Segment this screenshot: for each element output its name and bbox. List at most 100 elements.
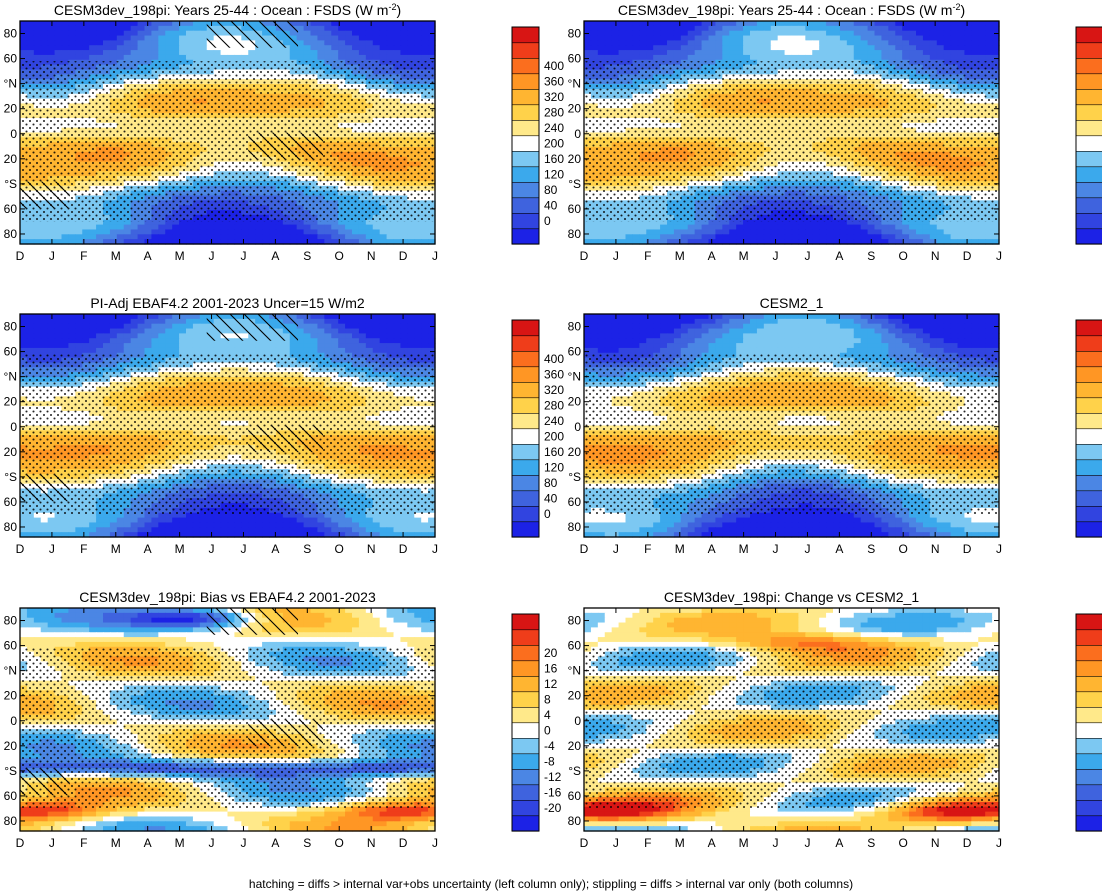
heatmap-cell [116, 224, 125, 231]
heatmap-cell [985, 45, 993, 51]
heatmap-cell [701, 35, 710, 41]
heatmap-cell [282, 239, 291, 245]
heatmap-cell [331, 239, 339, 245]
heatmap-cell [639, 30, 647, 37]
heatmap-cell [289, 224, 298, 231]
heatmap-cell [103, 30, 111, 37]
colorbar-label: 40 [544, 198, 558, 212]
heatmap-cell [61, 234, 70, 240]
heatmap-cell [701, 25, 710, 32]
heatmap-cell [227, 219, 236, 226]
heatmap-cell [750, 54, 758, 61]
heatmap-cell [20, 239, 28, 245]
heatmap-cell [400, 234, 408, 240]
heatmap-cell [386, 45, 395, 51]
heatmap-cell [860, 25, 869, 32]
heatmap-cell [199, 40, 208, 46]
heatmap-cell [172, 234, 180, 240]
heatmap-cell [82, 234, 90, 240]
heatmap-cell [331, 25, 339, 32]
heatmap-cell [317, 40, 325, 46]
heatmap-cell [680, 35, 689, 41]
heatmap-cell [158, 239, 166, 245]
heatmap-cell [985, 35, 993, 41]
heatmap-cell [151, 234, 159, 240]
heatmap-cell [123, 40, 132, 46]
heatmap-cell [729, 25, 737, 32]
heatmap-cell [372, 21, 381, 27]
heatmap-cell [26, 219, 35, 226]
heatmap-cell [715, 35, 723, 41]
heatmap-cell [839, 50, 848, 56]
heatmap-cell [33, 40, 42, 46]
heatmap-cell [812, 25, 820, 32]
heatmap-cell [130, 54, 139, 61]
heatmap-cell [929, 54, 938, 61]
heatmap-cell [130, 45, 139, 51]
heatmap-cell [846, 45, 855, 51]
heatmap-cell [123, 219, 132, 226]
heatmap-cell [296, 219, 305, 226]
heatmap-cell [874, 25, 883, 32]
heatmap-cell [179, 35, 187, 41]
heatmap-cell [597, 40, 606, 46]
heatmap-cell [365, 234, 374, 240]
heatmap-cell [220, 219, 229, 226]
heatmap-cell [936, 30, 945, 37]
heatmap-cell [130, 224, 139, 231]
heatmap-cell [729, 35, 737, 41]
heatmap-cell [833, 21, 841, 27]
heatmap-cell [680, 30, 689, 37]
heatmap-cell [165, 35, 173, 41]
heatmap-cell [33, 54, 42, 61]
heatmap-cell [950, 30, 959, 37]
heatmap-cell [317, 21, 325, 27]
hatching-overlay [248, 132, 323, 160]
heatmap-cell [833, 25, 841, 32]
heatmap-cell [20, 219, 28, 226]
heatmap-cell [379, 25, 388, 32]
heatmap-cell [428, 40, 436, 46]
heatmap-cell [96, 40, 104, 46]
heatmap-cell [590, 54, 599, 61]
heatmap-cell [186, 234, 194, 240]
heatmap-cell [957, 45, 966, 51]
heatmap-cell [722, 21, 730, 27]
heatmap-cell [116, 45, 125, 51]
heatmap-cell [777, 45, 786, 51]
heatmap-cell [805, 21, 813, 27]
heatmap-cell [241, 45, 249, 51]
heatmap-cell [597, 25, 606, 32]
heatmap-cell [386, 25, 395, 32]
heatmap-cell [109, 35, 118, 41]
heatmap-cell [646, 50, 654, 56]
heatmap-cell [407, 219, 415, 226]
heatmap-cell [943, 30, 952, 37]
heatmap-cell [625, 54, 634, 61]
heatmap-cell [310, 40, 319, 46]
heatmap-cell [916, 21, 924, 27]
heatmap-cell [916, 50, 924, 56]
x-tick-label: N [367, 249, 376, 263]
heatmap-cell [729, 30, 737, 37]
heatmap-cell [123, 35, 132, 41]
heatmap-cell [414, 21, 422, 27]
heatmap-cell [597, 21, 606, 27]
heatmap-cell [743, 35, 751, 41]
heatmap-cell [96, 234, 104, 240]
heatmap-cell [82, 35, 90, 41]
heatmap-cell [922, 30, 931, 37]
heatmap-cell [358, 25, 367, 32]
heatmap-cell [673, 30, 682, 37]
heatmap-cell [262, 229, 270, 235]
heatmap-cell [888, 40, 896, 46]
heatmap-cell [833, 45, 841, 51]
heatmap-cell [722, 25, 730, 32]
heatmap-cell [199, 234, 208, 240]
heatmap-cell [206, 229, 215, 235]
heatmap-cell [282, 45, 291, 51]
heatmap-cell [54, 234, 63, 240]
heatmap-cell [673, 21, 682, 27]
heatmap-cell [874, 50, 883, 56]
colorbar-label: 320 [544, 90, 564, 104]
